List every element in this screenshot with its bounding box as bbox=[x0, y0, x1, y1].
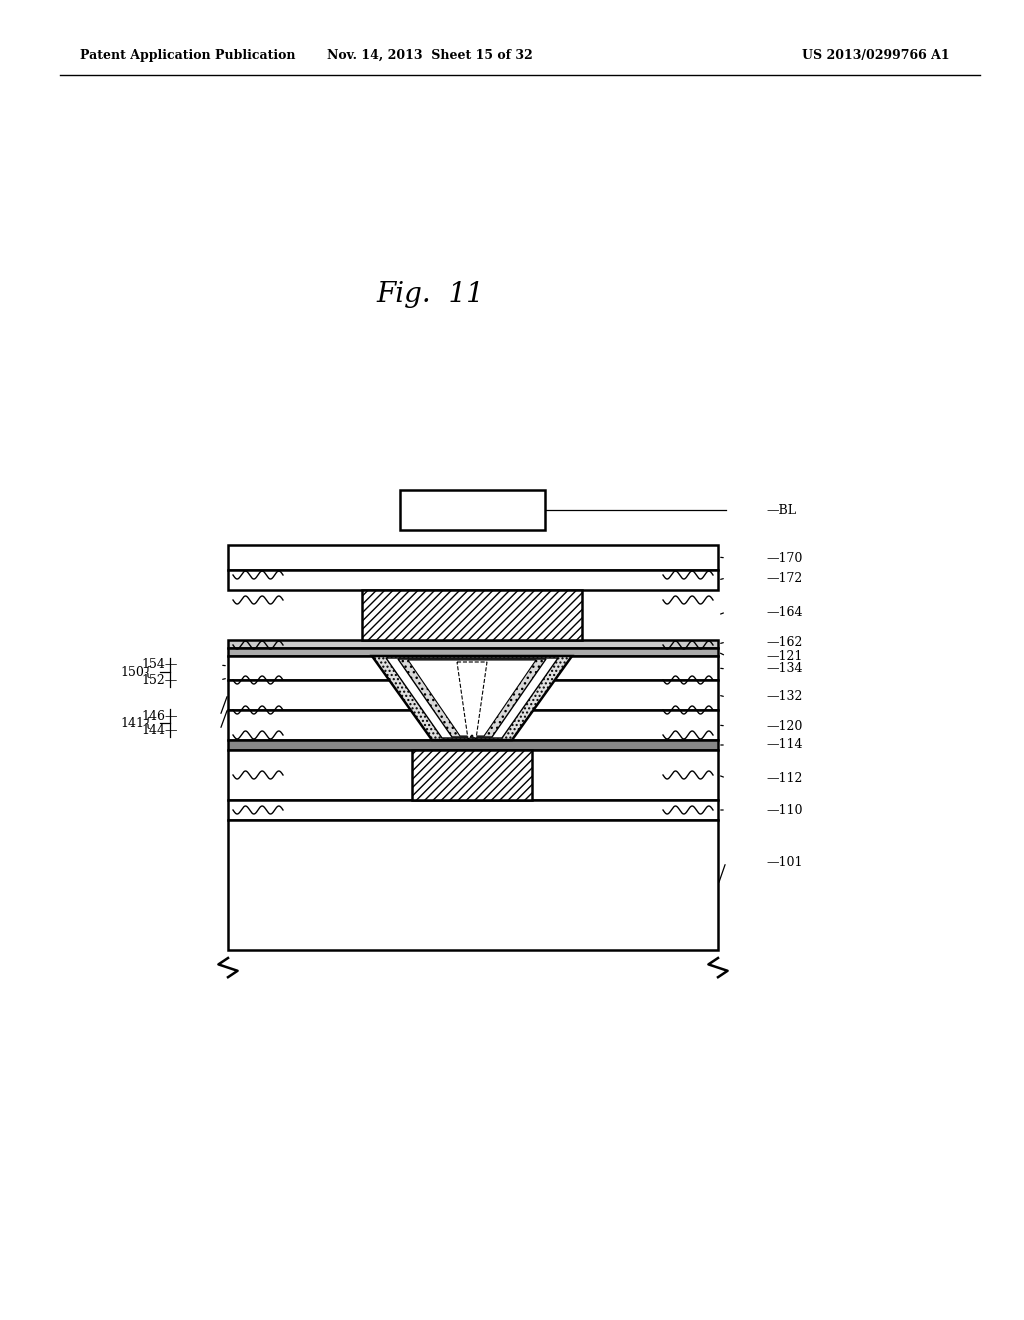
Text: —112: —112 bbox=[766, 771, 803, 784]
Text: 154—: 154— bbox=[141, 659, 178, 672]
Text: 150{: 150{ bbox=[120, 665, 152, 678]
Polygon shape bbox=[398, 659, 546, 737]
Bar bbox=[228, 710, 718, 741]
Bar bbox=[228, 640, 718, 648]
Text: —121: —121 bbox=[766, 649, 803, 663]
Text: 146—: 146— bbox=[141, 710, 178, 722]
Bar bbox=[228, 545, 718, 570]
Text: 141{: 141{ bbox=[120, 717, 152, 730]
Text: Patent Application Publication: Patent Application Publication bbox=[80, 49, 296, 62]
Bar bbox=[228, 750, 718, 800]
Text: 144—: 144— bbox=[141, 723, 178, 737]
Bar bbox=[228, 741, 718, 750]
Bar bbox=[228, 800, 718, 820]
Polygon shape bbox=[372, 656, 572, 741]
Text: —114: —114 bbox=[766, 738, 803, 751]
Text: 152—: 152— bbox=[141, 673, 178, 686]
Text: —134: —134 bbox=[766, 663, 803, 676]
Polygon shape bbox=[408, 660, 536, 737]
Text: —101: —101 bbox=[766, 855, 803, 869]
Text: US 2013/0299766 A1: US 2013/0299766 A1 bbox=[803, 49, 950, 62]
Bar bbox=[412, 750, 532, 800]
Text: —170: —170 bbox=[766, 552, 803, 565]
Text: —BL: —BL bbox=[766, 503, 796, 516]
Text: Fig.  11: Fig. 11 bbox=[376, 281, 484, 309]
Bar bbox=[228, 820, 718, 950]
Bar bbox=[362, 590, 582, 640]
Bar bbox=[228, 648, 718, 656]
Text: Nov. 14, 2013  Sheet 15 of 32: Nov. 14, 2013 Sheet 15 of 32 bbox=[327, 49, 532, 62]
Polygon shape bbox=[457, 663, 487, 739]
Text: —120: —120 bbox=[766, 719, 803, 733]
Text: —132: —132 bbox=[766, 690, 803, 704]
Text: —164: —164 bbox=[766, 606, 803, 619]
Text: —172: —172 bbox=[766, 572, 802, 585]
Text: —162: —162 bbox=[766, 635, 803, 648]
Bar bbox=[228, 656, 718, 680]
Bar bbox=[228, 680, 718, 710]
Bar bbox=[228, 570, 718, 590]
Polygon shape bbox=[386, 657, 558, 738]
Text: —110: —110 bbox=[766, 804, 803, 817]
Bar bbox=[400, 490, 545, 531]
